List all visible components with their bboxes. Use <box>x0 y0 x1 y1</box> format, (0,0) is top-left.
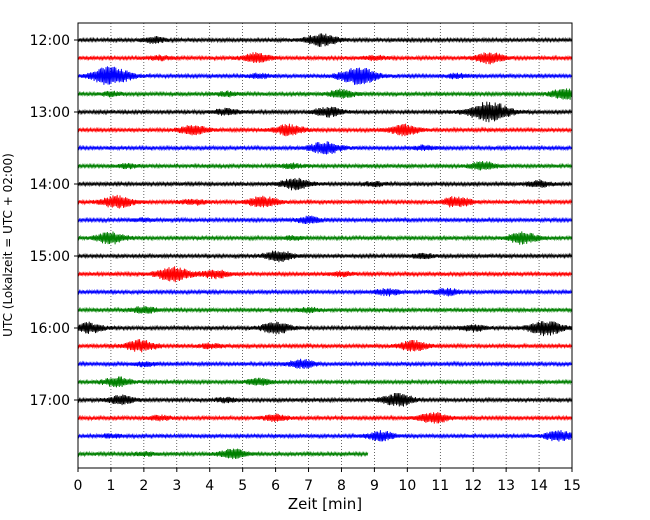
seismogram-trace <box>77 250 572 263</box>
seismogram-trace <box>77 194 572 209</box>
x-tick-label: 3 <box>172 478 181 494</box>
x-tick-label: 1 <box>106 478 115 494</box>
y-tick-label: 15:00 <box>30 249 70 265</box>
x-tick-label: 12 <box>464 478 482 494</box>
x-tick-label: 8 <box>337 478 346 494</box>
y-tick-label: 12:00 <box>30 33 70 49</box>
x-tick-label: 15 <box>563 478 581 494</box>
seismogram-trace <box>77 266 572 283</box>
seismogram-trace <box>77 33 572 47</box>
trace-layer <box>77 33 572 460</box>
y-tick-label: 14:00 <box>30 177 70 193</box>
seismogram-trace <box>77 215 572 224</box>
y-tick-label: 17:00 <box>30 393 70 409</box>
y-tick-label: 13:00 <box>30 105 70 121</box>
seismogram-trace <box>77 231 572 245</box>
seismogram-trace <box>77 412 572 424</box>
seismogram-trace <box>77 88 572 100</box>
y-tick-label: 16:00 <box>30 321 70 337</box>
seismogram-trace <box>77 287 572 297</box>
x-tick-label: 10 <box>398 478 416 494</box>
seismogram-trace <box>77 339 572 353</box>
seismogram-trace <box>77 101 572 123</box>
x-tick-label: 5 <box>238 478 247 494</box>
seismogram-trace <box>77 321 572 337</box>
seismogram-trace <box>77 160 572 171</box>
seismogram-trace <box>77 306 572 314</box>
y-axis: 12:00 13:00 14:00 15:00 16:00 17:00 <box>30 33 78 409</box>
x-tick-label: 7 <box>304 478 313 494</box>
x-tick-label: 9 <box>370 478 379 494</box>
x-tick-label: 11 <box>431 478 449 494</box>
plot-frame <box>77 22 573 469</box>
x-tick-label: 6 <box>271 478 280 494</box>
x-tick-label: 4 <box>205 478 214 494</box>
x-axis: 0 1 2 3 4 5 6 7 8 9 10 11 12 13 14 15 <box>74 468 581 494</box>
x-tick-label: 13 <box>497 478 515 494</box>
y-axis-label: UTC (Lokalzeit = UTC + 02:00) <box>1 153 15 337</box>
seismogram-trace <box>77 123 572 137</box>
seismogram-trace <box>77 66 572 85</box>
x-tick-label: 14 <box>530 478 548 494</box>
x-tick-label: 2 <box>139 478 148 494</box>
seismogram-trace <box>77 376 572 388</box>
grid-layer <box>110 23 540 468</box>
seismogram-trace <box>77 358 572 370</box>
x-tick-label: 0 <box>74 478 83 494</box>
seismogram-trace <box>77 177 572 191</box>
seismogram-trace <box>77 448 369 460</box>
seismogram-trace <box>77 430 572 442</box>
seismogram-trace <box>77 52 572 65</box>
x-axis-label: Zeit [min] <box>288 495 362 513</box>
seismogram-trace <box>77 392 572 407</box>
seismogram-trace <box>77 141 572 155</box>
